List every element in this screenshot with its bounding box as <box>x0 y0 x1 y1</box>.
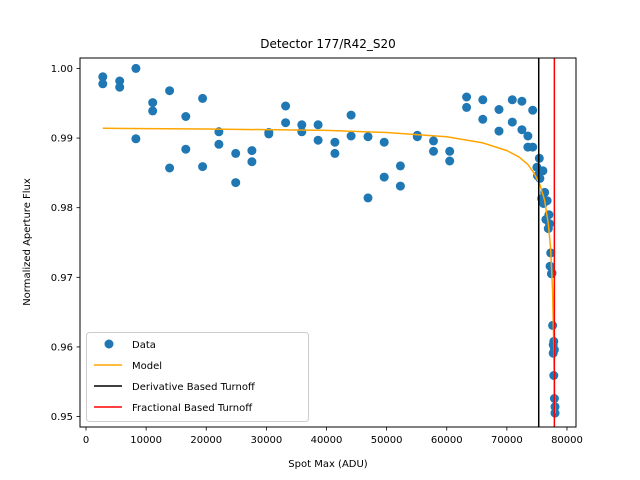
data-point-12 <box>198 93 208 103</box>
data-point-21 <box>264 129 274 139</box>
data-point-56 <box>528 105 538 115</box>
y-axis: 0.95 0.96 0.97 0.98 0.99 1.00 <box>51 64 80 423</box>
x-tick-label: 40000 <box>311 435 343 446</box>
data-point-41 <box>429 146 438 156</box>
data-point-24 <box>297 120 307 130</box>
legend-marker-data <box>104 339 114 349</box>
x-tick-label: 50000 <box>371 435 403 446</box>
data-point-7 <box>148 106 158 116</box>
plot-area <box>98 58 560 427</box>
data-point-0 <box>98 72 108 82</box>
data-point-2 <box>115 76 125 86</box>
x-tick-label: 70000 <box>491 435 523 446</box>
x-tick-label: 80000 <box>551 435 583 446</box>
x-tick-label: 30000 <box>250 435 282 446</box>
data-point-5 <box>131 134 141 144</box>
data-point-18 <box>247 146 257 156</box>
data-point-11 <box>181 144 191 154</box>
data-point-49 <box>494 126 504 136</box>
data-point-27 <box>313 135 323 145</box>
legend-entry-derivative: Derivative Based Turnoff <box>132 382 256 393</box>
data-point-6 <box>148 98 158 108</box>
x-tick-label: 20000 <box>190 435 222 446</box>
data-point-30 <box>346 110 356 120</box>
data-point-35 <box>379 172 389 182</box>
data-point-19 <box>247 157 257 167</box>
data-point-46 <box>478 95 488 105</box>
y-tick-label: 0.96 <box>51 342 73 353</box>
data-point-25 <box>297 127 307 137</box>
chart-title: Detector 177/R42_S20 <box>260 37 396 51</box>
y-tick-label: 1.00 <box>51 64 73 75</box>
data-point-9 <box>165 163 175 173</box>
data-point-26 <box>313 120 323 130</box>
y-tick-label: 0.98 <box>51 203 73 214</box>
data-point-71 <box>545 261 555 271</box>
data-point-47 <box>478 114 488 124</box>
data-point-54 <box>523 131 533 141</box>
y-axis-title: Normalized Aperture Flux <box>22 178 33 306</box>
x-tick-label: 10000 <box>130 435 162 446</box>
data-point-29 <box>330 148 340 158</box>
data-point-16 <box>231 148 241 158</box>
data-point-28 <box>330 137 340 147</box>
data-point-32 <box>363 132 373 142</box>
model-line <box>102 127 556 414</box>
data-point-13 <box>198 162 208 172</box>
y-tick-label: 0.95 <box>51 412 73 423</box>
data-point-70 <box>545 219 554 229</box>
data-point-17 <box>231 178 241 188</box>
data-point-48 <box>494 105 504 114</box>
data-point-36 <box>395 161 405 171</box>
data-point-15 <box>214 139 224 149</box>
data-point-39 <box>412 132 422 142</box>
legend-entry-data: Data <box>132 340 156 351</box>
y-tick-label: 0.99 <box>51 134 73 145</box>
y-tick-label: 0.97 <box>51 273 73 284</box>
data-point-44 <box>462 92 472 102</box>
legend-entry-fractional: Fractional Based Turnoff <box>132 403 253 414</box>
data-point-3 <box>115 82 125 92</box>
data-point-22 <box>281 101 291 111</box>
data-point-42 <box>445 146 455 156</box>
data-point-57 <box>528 142 538 152</box>
data-point-63 <box>538 166 548 176</box>
data-point-34 <box>379 137 389 147</box>
data-point-37 <box>395 181 405 191</box>
legend-entry-model: Model <box>132 361 162 372</box>
data-point-33 <box>363 193 373 203</box>
x-tick-label: 60000 <box>431 435 463 446</box>
data-point-40 <box>429 136 438 146</box>
data-point-43 <box>445 156 455 166</box>
data-point-50 <box>507 95 517 105</box>
legend: Data Model Derivative Based Turnoff Fractio… <box>86 332 309 422</box>
x-axis: 0 10000 20000 30000 40000 50000 60000 70000 8000… <box>83 427 583 446</box>
legend-box <box>86 332 309 422</box>
data-point-45 <box>462 102 472 112</box>
data-point-31 <box>346 131 356 141</box>
data-point-4 <box>131 63 141 73</box>
x-axis-title: Spot Max (ADU) <box>288 459 368 470</box>
data-point-10 <box>181 112 191 121</box>
data-point-52 <box>517 96 527 106</box>
data-point-23 <box>281 118 291 128</box>
data-point-8 <box>165 86 175 96</box>
data-point-51 <box>507 117 517 127</box>
data-point-53 <box>517 125 527 135</box>
data-point-1 <box>98 79 108 89</box>
plot-frame <box>79 57 577 428</box>
x-tick-label: 0 <box>83 435 89 446</box>
